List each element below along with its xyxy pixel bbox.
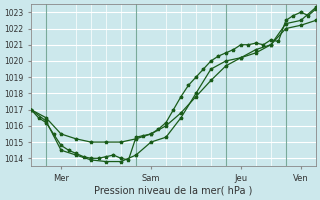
X-axis label: Pression niveau de la mer( hPa ): Pression niveau de la mer( hPa ) [94, 186, 252, 196]
